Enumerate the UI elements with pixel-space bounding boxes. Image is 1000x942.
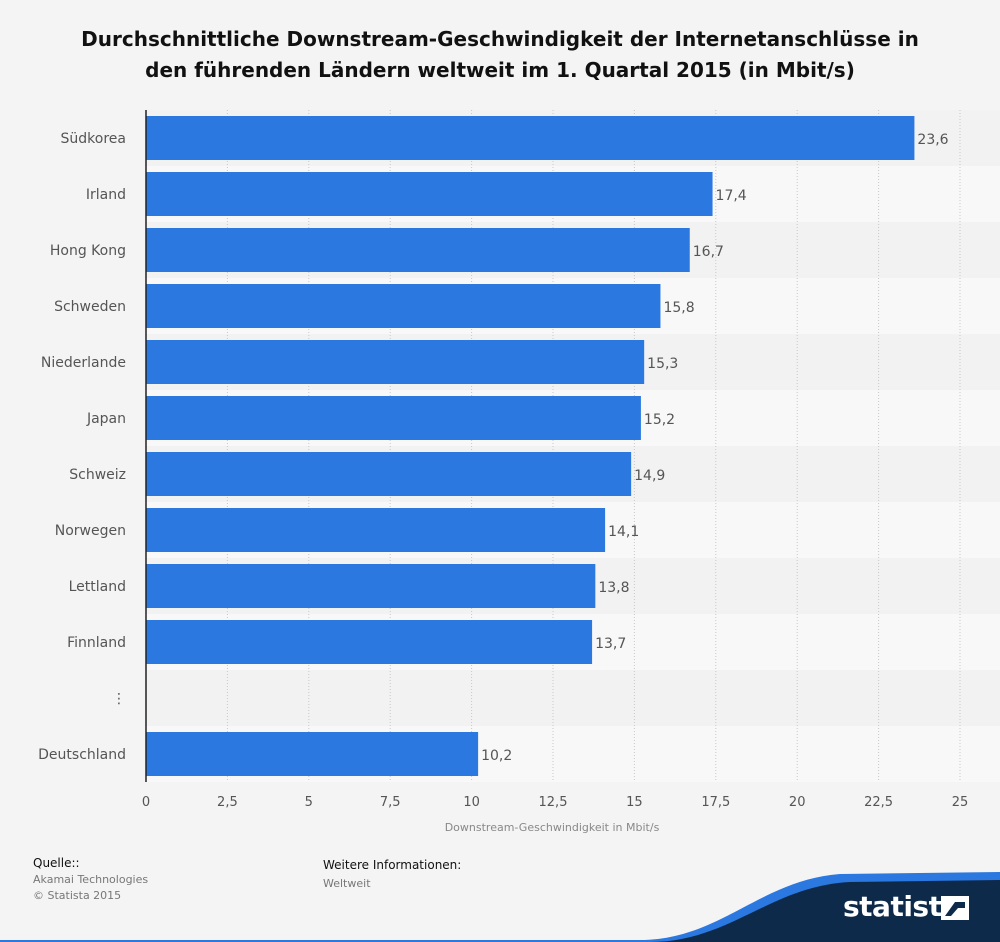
x-tick-label: 0 xyxy=(142,795,150,810)
category-label: Lettland xyxy=(69,579,126,595)
bar xyxy=(146,284,661,328)
x-tick-label: 15 xyxy=(626,795,643,810)
bar xyxy=(146,228,690,272)
category-label: Hong Kong xyxy=(50,243,126,259)
x-tick-labels: 0 2,5 5 7,5 10 12,5 15 17,5 20 22,5 25 xyxy=(142,795,968,810)
x-tick-label: 5 xyxy=(305,795,313,810)
bars xyxy=(146,116,915,776)
bar-chart: Südkorea Irland Hong Kong Schweden Niederlan… xyxy=(38,110,1000,834)
value-label: 15,2 xyxy=(644,412,675,428)
bar xyxy=(146,620,593,664)
x-tick-label: 22,5 xyxy=(864,795,893,810)
source-line-2: © Statista 2015 xyxy=(33,889,122,902)
category-label: Südkorea xyxy=(61,131,126,147)
x-axis-label: Downstream-Geschwindigkeit in Mbit/s xyxy=(445,821,660,834)
bar xyxy=(146,172,713,216)
category-label: Niederlande xyxy=(41,355,126,371)
bar xyxy=(146,340,645,384)
category-label: ⋮ xyxy=(112,691,126,707)
bar xyxy=(146,508,606,552)
x-tick-label: 25 xyxy=(952,795,969,810)
x-tick-label: 17,5 xyxy=(701,795,730,810)
value-label: 23,6 xyxy=(917,132,948,148)
x-tick-label: 12,5 xyxy=(539,795,568,810)
value-label: 15,8 xyxy=(663,300,694,316)
value-label: 17,4 xyxy=(716,188,747,204)
source-line-1: Akamai Technologies xyxy=(33,873,149,886)
statista-logo: statista xyxy=(843,890,960,923)
category-label: Irland xyxy=(86,187,126,203)
value-label: 16,7 xyxy=(693,244,724,260)
category-label: Norwegen xyxy=(55,523,126,539)
category-label: Finnland xyxy=(67,635,126,651)
grid-lines xyxy=(226,110,961,782)
category-label: Japan xyxy=(86,411,126,427)
bar xyxy=(146,116,915,160)
x-tick-label: 20 xyxy=(789,795,806,810)
bar xyxy=(146,564,596,608)
x-tick-label: 7,5 xyxy=(380,795,401,810)
footer-wave xyxy=(0,872,1000,942)
source-heading: Quelle:: xyxy=(33,856,80,870)
category-label: Schweiz xyxy=(69,467,126,483)
x-tick-label: 10 xyxy=(463,795,480,810)
category-labels: Südkorea Irland Hong Kong Schweden Niederlan… xyxy=(38,131,126,763)
category-label: Schweden xyxy=(54,299,126,315)
info-heading: Weitere Informationen: xyxy=(323,858,462,872)
bar xyxy=(146,396,641,440)
value-label: 15,3 xyxy=(647,356,678,372)
value-label: 13,7 xyxy=(595,636,626,652)
value-label: 10,2 xyxy=(481,748,512,764)
chart-title: Durchschnittliche Downstream-Geschwindig… xyxy=(81,27,919,82)
row-band xyxy=(146,670,1000,726)
value-label: 14,9 xyxy=(634,468,665,484)
bar xyxy=(146,452,632,496)
value-labels: 23,6 17,4 16,7 15,8 15,3 15,2 14,9 14,1 13,8 13,7… xyxy=(481,132,949,764)
bar xyxy=(146,732,479,776)
statista-logo-icon xyxy=(941,896,969,920)
value-label: 13,8 xyxy=(598,580,629,596)
category-label: Deutschland xyxy=(38,747,126,763)
info-line: Weltweit xyxy=(323,877,371,890)
x-tick-label: 2,5 xyxy=(217,795,238,810)
value-label: 14,1 xyxy=(608,524,639,540)
